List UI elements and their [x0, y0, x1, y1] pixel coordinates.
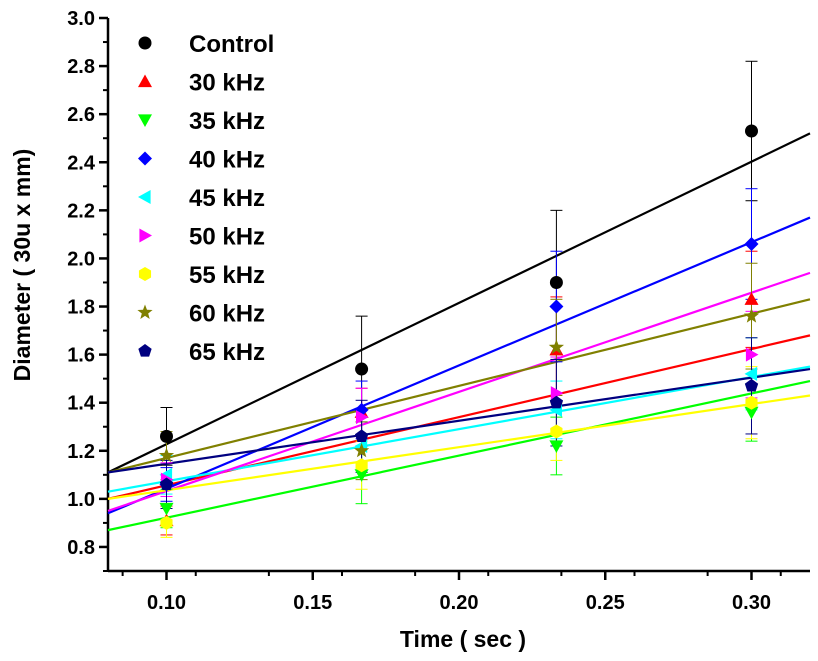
y-tick-label: 1.2 — [67, 441, 95, 463]
data-point-50-khz — [745, 347, 759, 362]
data-point-35-khz — [354, 469, 369, 482]
data-point-55-khz — [745, 395, 758, 410]
legend-marker-control — [138, 36, 152, 50]
fit-line-60-khz — [107, 298, 811, 474]
legend-label-35-khz: 35 kHz — [189, 108, 265, 135]
y-tick-label: 1.0 — [67, 489, 95, 511]
y-tick-label: 1.8 — [67, 297, 95, 319]
data-point-60-khz — [353, 442, 370, 458]
y-tick-label: 2.4 — [67, 152, 96, 174]
data-point-35-khz — [744, 406, 759, 420]
legend-label-45-khz: 45 kHz — [189, 185, 265, 212]
fit-line-65-khz — [107, 367, 811, 474]
y-tick-label: 2.8 — [67, 56, 95, 78]
data-point-40-khz — [549, 299, 564, 314]
x-tick-label: 0.30 — [732, 592, 771, 614]
data-point-30-khz — [744, 292, 759, 305]
data-point-control — [160, 429, 173, 443]
data-point-65-khz — [159, 477, 174, 491]
fit-lines-group — [107, 132, 811, 532]
x-axis-title: Time ( sec ) — [400, 626, 526, 652]
data-points-group — [158, 124, 760, 530]
data-point-control — [355, 362, 369, 376]
data-point-65-khz — [744, 378, 759, 392]
x-tick-label: 0.10 — [147, 592, 186, 614]
y-tick-label: 2.2 — [67, 200, 95, 222]
data-point-65-khz — [354, 429, 369, 443]
legend-label-50-khz: 50 kHz — [189, 224, 265, 251]
legend-marker-35-khz — [138, 114, 152, 127]
data-point-control — [745, 124, 758, 138]
y-tick-label: 0.8 — [67, 537, 95, 559]
legend-label-control: Control — [189, 31, 274, 58]
x-tick-label: 0.20 — [440, 592, 479, 614]
y-tick-label: 3.0 — [67, 8, 95, 30]
fit-line-40-khz — [107, 216, 811, 515]
fit-line-55-khz — [107, 394, 811, 500]
data-point-50-khz — [355, 410, 369, 425]
data-point-55-khz — [355, 458, 368, 473]
axes-group: 0.10 0.15 0.20 0.25 0.30 0.8 1.0 1.2 1.4 1.6 1.8 2.… — [67, 8, 810, 614]
x-tick-label: 0.25 — [586, 592, 625, 614]
legend-marker-40-khz — [138, 151, 152, 166]
x-tick-label: 0.15 — [293, 592, 332, 614]
fit-line-50-khz — [107, 271, 811, 512]
y-tick-label: 2.6 — [67, 104, 95, 126]
data-point-35-khz — [159, 502, 174, 516]
legend-marker-50-khz — [139, 228, 152, 243]
fit-line-35-khz — [107, 379, 811, 532]
legend-label-40-khz: 40 kHz — [189, 147, 265, 174]
data-point-45-khz — [744, 366, 758, 381]
data-point-60-khz — [743, 308, 760, 323]
legend-marker-30-khz — [138, 74, 152, 88]
data-point-65-khz — [549, 395, 564, 409]
data-point-55-khz — [160, 515, 173, 530]
fit-line-control — [107, 132, 811, 474]
y-tick-label: 1.4 — [67, 393, 96, 415]
y-tick-label: 2.0 — [67, 248, 95, 270]
data-point-60-khz — [158, 447, 175, 463]
legend-label-65-khz: 65 kHz — [189, 339, 265, 366]
legend-marker-55-khz — [138, 267, 152, 281]
data-point-35-khz — [549, 440, 564, 453]
data-point-40-khz — [744, 237, 759, 252]
legend-label-60-khz: 60 kHz — [189, 301, 265, 328]
legend-label-30-khz: 30 kHz — [189, 70, 265, 97]
legend: Control 30 kHz 35 kHz 40 kHz 45 kHz 50 kHz 55 … — [137, 31, 274, 366]
legend-marker-65-khz — [138, 344, 152, 357]
y-axis-title: Diameter ( 30u x mm) — [9, 149, 35, 382]
data-point-55-khz — [550, 424, 563, 439]
data-point-50-khz — [550, 386, 564, 401]
data-point-control — [549, 275, 563, 289]
legend-label-55-khz: 55 kHz — [189, 262, 265, 289]
y-tick-label: 1.6 — [67, 345, 95, 367]
legend-marker-60-khz — [137, 304, 153, 319]
legend-marker-45-khz — [138, 190, 151, 204]
data-point-60-khz — [548, 339, 565, 354]
